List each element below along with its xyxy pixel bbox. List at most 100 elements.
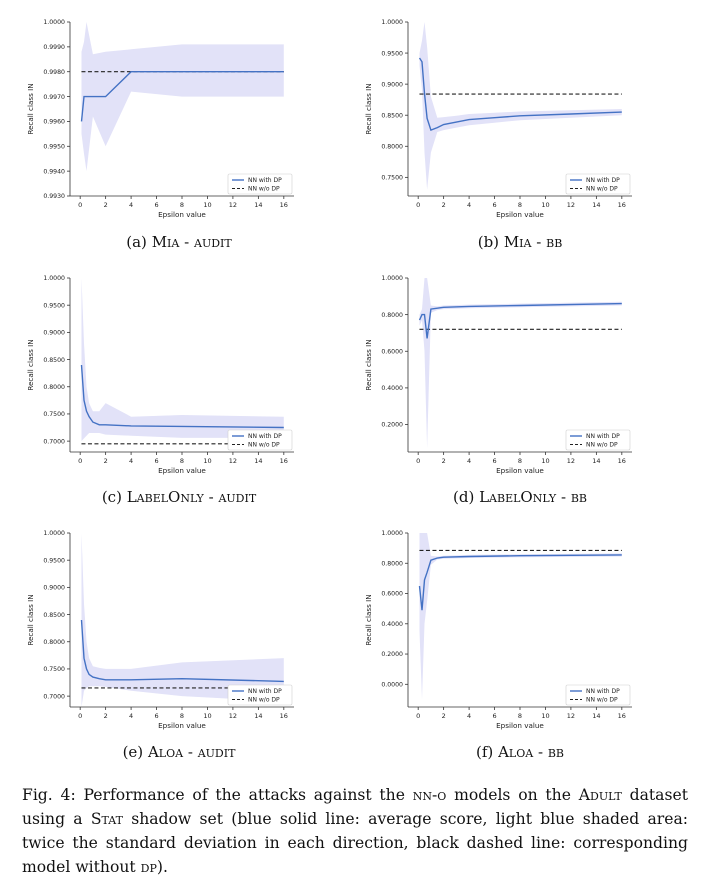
x-tick-label: 10 — [541, 201, 549, 209]
x-tick-label: 12 — [567, 201, 575, 209]
y-tick-label: 0.7000 — [43, 693, 65, 700]
legend: NN with DP NN w/o DP — [227, 173, 293, 195]
plot-area — [80, 533, 284, 707]
x-tick-label: 14 — [254, 201, 262, 209]
y-axis-label: Recall class IN — [364, 339, 373, 390]
y-tick-label: 0.9000 — [381, 81, 403, 88]
figure-caption: Fig. 4: Performance of the attacks again… — [22, 786, 688, 876]
y-tick-label: 0.6000 — [381, 348, 403, 355]
chart-svg-e: 0 2 4 6 8 10 12 14 16 0.7000 0.7500 0.8000 0.8500 0.9… — [26, 530, 294, 730]
y-tick-label: 1.0000 — [43, 275, 65, 282]
legend-label-without-dp: NN w/o DP — [248, 186, 280, 193]
mean-line — [418, 302, 622, 339]
x-tick-label: 12 — [229, 457, 237, 465]
chart-svg-b: 0 2 4 6 8 10 12 14 16 0.7500 0.8000 0.8500 0.9000 0.9… — [364, 19, 632, 219]
legend-label-with-dp: NN with DP — [586, 177, 620, 184]
x-tick-label: 0 — [416, 712, 420, 720]
y-tick-label: 1.0000 — [43, 19, 65, 26]
x-tick-label: 0 — [78, 201, 82, 209]
x-axis-label: Epsilon value — [496, 210, 544, 219]
x-tick-label: 12 — [229, 201, 237, 209]
legend-label-with-dp: NN with DP — [248, 433, 282, 440]
x-tick-label: 0 — [416, 201, 420, 209]
y-tick-label: 0.9500 — [43, 302, 65, 309]
std-band — [419, 533, 622, 700]
y-tick-label: 0.7500 — [381, 175, 403, 182]
x-axis-label: Epsilon value — [496, 721, 544, 730]
x-tick-label: 6 — [154, 712, 158, 720]
x-tick-label: 10 — [541, 712, 549, 720]
y-tick-label: 0.9930 — [43, 193, 65, 200]
y-tick-label: 0.4000 — [381, 621, 403, 628]
y-tick-label: 0.7500 — [43, 411, 65, 418]
x-tick-label: 8 — [518, 201, 522, 209]
plot-area — [80, 22, 284, 172]
x-tick-label: 4 — [129, 201, 133, 209]
x-tick-label: 16 — [280, 712, 288, 720]
x-tick-label: 12 — [567, 457, 575, 465]
x-tick-label: 4 — [467, 201, 471, 209]
x-tick-label: 8 — [518, 712, 522, 720]
y-tick-label: 0.9940 — [43, 168, 65, 175]
x-tick-label: 4 — [467, 712, 471, 720]
y-tick-label: 0.9000 — [43, 585, 65, 592]
x-tick-label: 12 — [229, 712, 237, 720]
x-tick-label: 10 — [203, 712, 211, 720]
legend: NN with DP NN w/o DP — [227, 684, 293, 706]
legend-label-without-dp: NN w/o DP — [248, 697, 280, 704]
x-tick-label: 2 — [104, 712, 108, 720]
legend: NN with DP NN w/o DP — [565, 684, 631, 706]
legend-label-with-dp: NN with DP — [248, 177, 282, 184]
x-tick-label: 16 — [280, 201, 288, 209]
caption-label: Fig. 4: — [22, 786, 76, 804]
mean-line — [418, 57, 622, 132]
y-tick-label: 0.8000 — [43, 384, 65, 391]
y-axis-label: Recall class IN — [26, 594, 35, 645]
y-tick-label: 0.7500 — [43, 666, 65, 673]
legend-label-without-dp: NN w/o DP — [586, 442, 618, 449]
y-tick-label: 0.8000 — [381, 312, 403, 319]
chart-svg-f: 0 2 4 6 8 10 12 14 16 0.0000 0.2000 0.4000 0.6000 0.8… — [364, 530, 632, 730]
x-tick-label: 14 — [592, 457, 600, 465]
x-tick-label: 6 — [154, 457, 158, 465]
y-tick-label: 0.8000 — [43, 639, 65, 646]
x-tick-label: 16 — [618, 457, 626, 465]
x-tick-label: 6 — [492, 457, 496, 465]
legend-label-without-dp: NN w/o DP — [586, 697, 618, 704]
y-tick-label: 0.9980 — [43, 69, 65, 76]
x-tick-label: 4 — [129, 712, 133, 720]
x-tick-label: 8 — [180, 201, 184, 209]
x-tick-label: 6 — [492, 201, 496, 209]
chart-panel-c: 0 2 4 6 8 10 12 14 16 0.7000 0.7500 0.8000 0.8500 0.9… — [8, 272, 328, 482]
chart-panel-b: 0 2 4 6 8 10 12 14 16 0.7500 0.8000 0.8500 0.9000 0.9… — [346, 16, 676, 226]
x-tick-label: 0 — [78, 712, 82, 720]
x-tick-label: 14 — [254, 457, 262, 465]
x-tick-label: 14 — [592, 201, 600, 209]
std-band — [81, 278, 284, 442]
x-tick-label: 10 — [203, 457, 211, 465]
y-axis-label: Recall class IN — [364, 594, 373, 645]
y-tick-label: 0.8500 — [43, 357, 65, 364]
y-tick-label: 0.9000 — [43, 330, 65, 337]
plot-area — [418, 278, 622, 449]
x-tick-label: 14 — [592, 712, 600, 720]
x-tick-label: 4 — [129, 457, 133, 465]
x-tick-label: 10 — [541, 457, 549, 465]
y-tick-label: 0.7000 — [43, 438, 65, 445]
legend-label-without-dp: NN w/o DP — [586, 186, 618, 193]
y-tick-label: 0.9950 — [43, 143, 65, 150]
x-tick-label: 4 — [467, 457, 471, 465]
subcaption-b: (b) Mia - bb — [477, 233, 563, 251]
legend-label-with-dp: NN with DP — [586, 433, 620, 440]
y-axis-label: Recall class IN — [364, 83, 373, 134]
mean-line — [80, 364, 284, 429]
chart-panel-a: 0 2 4 6 8 10 12 14 16 0.9930 0.9940 0.9950 0.9960 0.9… — [8, 16, 328, 226]
plot-area — [80, 278, 284, 445]
y-tick-label: 0.2000 — [381, 651, 403, 658]
x-tick-label: 2 — [442, 712, 446, 720]
x-tick-label: 8 — [180, 712, 184, 720]
y-tick-label: 0.9990 — [43, 44, 65, 51]
y-tick-label: 0.8000 — [381, 560, 403, 567]
mean-line — [418, 554, 622, 611]
y-tick-label: 1.0000 — [381, 275, 403, 282]
